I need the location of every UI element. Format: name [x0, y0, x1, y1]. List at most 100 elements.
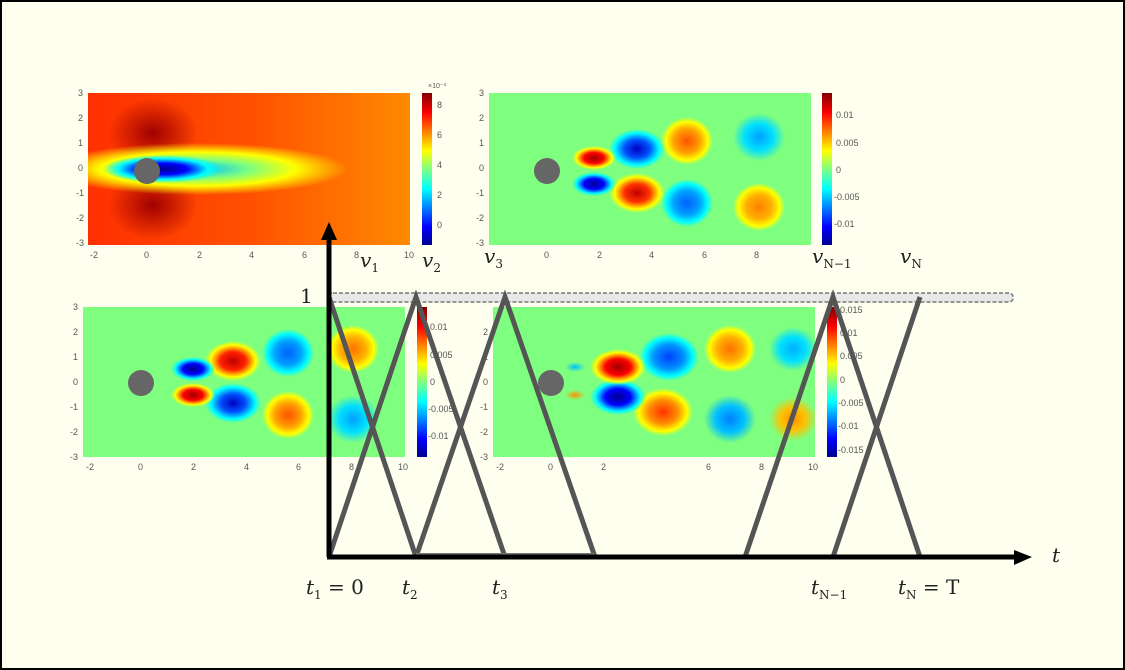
- colorbar-tick: -0.01: [838, 421, 859, 431]
- y-tick: 3: [73, 302, 79, 312]
- y-tick: 1: [78, 138, 84, 148]
- y-tick: -1: [76, 188, 85, 198]
- heatmap-mode-top-right: [489, 93, 811, 245]
- colorbar-tick: 0.01: [840, 328, 858, 338]
- y-tick: -2: [480, 427, 489, 437]
- y-tick: -1: [70, 402, 79, 412]
- plot-mean-flow: ×10⁻³ 8 6 4 2 0 3 2 1 0 -1 -2 -3 -2 0 2 …: [60, 83, 460, 268]
- colorbar-tick: 0: [836, 165, 842, 175]
- colorbar-tick: -0.005: [428, 404, 454, 414]
- colorbar-tick: -0.015: [838, 445, 864, 455]
- time-node-tN-1: tN−1: [811, 575, 848, 602]
- x-tick: 8: [354, 250, 360, 260]
- plot-mode-bottom-right: 0.015 0.01 0.005 0 -0.005 -0.01 -0.015 2…: [470, 300, 870, 480]
- x-tick: 6: [302, 250, 308, 260]
- x-tick: 0: [138, 462, 144, 472]
- x-tick: 10: [808, 462, 819, 472]
- time-axis-label: t: [1052, 543, 1061, 567]
- y-tick: 2: [479, 113, 485, 123]
- x-tick: 10: [404, 250, 415, 260]
- colorbar-tick: 4: [437, 160, 443, 170]
- basis-label-vN-1: vN−1: [812, 244, 852, 271]
- plot-mode-top-right: 0.01 0.005 0 -0.005 -0.01 3 2 1 0 -1 -2 …: [470, 88, 870, 268]
- x-tick: 0: [544, 250, 550, 260]
- colorbar: [822, 93, 832, 245]
- cylinder-icon: [128, 370, 154, 396]
- hat-v2: [326, 289, 508, 558]
- colorbar: [827, 307, 837, 457]
- y-tick: 2: [78, 113, 84, 123]
- colorbar-tick: 0: [430, 377, 436, 387]
- x-tick: -2: [90, 250, 99, 260]
- y-tick: 0: [78, 163, 84, 173]
- y-tick: 2: [73, 327, 79, 337]
- colorbar-tick: -0.005: [834, 192, 860, 202]
- colorbar: [422, 93, 432, 245]
- x-tick: 8: [759, 462, 765, 472]
- hat-v3: [413, 289, 598, 558]
- basis-label-v1: v1: [360, 248, 379, 275]
- x-tick: -2: [86, 462, 95, 472]
- x-tick: 4: [249, 250, 255, 260]
- time-node-t2: t2: [402, 575, 418, 602]
- y-tick: 0: [73, 377, 79, 387]
- colorbar-exponent: ×10⁻³: [428, 83, 446, 90]
- y-tick: -3: [476, 238, 485, 248]
- y-tick-one: 1: [300, 284, 313, 308]
- colorbar-tick: 2: [437, 190, 443, 200]
- colorbar-tick: 0.015: [840, 305, 863, 315]
- y-tick: -2: [476, 213, 485, 223]
- y-tick: -3: [70, 452, 79, 462]
- colorbar-tick: 0.01: [836, 110, 854, 120]
- y-tick: -1: [476, 188, 485, 198]
- y-tick: 0: [483, 377, 489, 387]
- y-tick: 3: [78, 88, 84, 98]
- y-tick: -2: [70, 427, 79, 437]
- x-tick: 2: [191, 462, 197, 472]
- x-tick: 6: [296, 462, 302, 472]
- x-tick: 4: [649, 250, 655, 260]
- x-tick: 0: [548, 462, 554, 472]
- basis-label-v2: v2: [422, 248, 441, 275]
- colorbar-tick: 0.005: [836, 138, 859, 148]
- colorbar-tick: -0.01: [428, 431, 449, 441]
- heatmap-mode-bottom-left: [83, 307, 405, 457]
- colorbar-tick: 6: [437, 130, 443, 140]
- y-tick: -3: [480, 452, 489, 462]
- y-tick: -1: [480, 402, 489, 412]
- basis-label-vN: vN: [900, 244, 922, 271]
- y-tick: 1: [479, 138, 485, 148]
- cylinder-icon: [534, 158, 560, 184]
- colorbar-tick: -0.005: [838, 398, 864, 408]
- x-tick: 8: [349, 462, 355, 472]
- x-tick: 10: [398, 462, 409, 472]
- hat-functions: [326, 289, 923, 558]
- vertical-axis-arrow-icon: [321, 222, 337, 240]
- x-tick: 4: [244, 462, 250, 472]
- x-tick: 6: [702, 250, 708, 260]
- y-tick: -2: [76, 213, 85, 223]
- colorbar: [417, 307, 427, 457]
- plot-mode-bottom-left: 0.01 0.005 0 -0.005 -0.01 3 2 1 0 -1 -2 …: [60, 300, 460, 480]
- time-node-t3: t3: [492, 575, 508, 602]
- x-tick: 2: [601, 462, 607, 472]
- x-tick: 2: [597, 250, 603, 260]
- colorbar-tick: 8: [437, 100, 443, 110]
- y-tick: 3: [479, 88, 485, 98]
- x-tick: 6: [706, 462, 712, 472]
- time-axis-arrow-icon: [1014, 550, 1032, 565]
- basis-label-v3: v3: [484, 244, 503, 271]
- unit-level-line: [328, 292, 1014, 303]
- y-tick: 0: [479, 163, 485, 173]
- colorbar-tick: 0.01: [430, 322, 448, 332]
- heatmap-mode-bottom-right: [493, 307, 815, 457]
- colorbar-tick: -0.01: [834, 219, 855, 229]
- colorbar-tick: 0.005: [430, 350, 453, 360]
- x-tick: 8: [754, 250, 760, 260]
- time-node-tN: tN = T: [898, 575, 960, 602]
- y-tick: 1: [73, 352, 79, 362]
- time-node-t1: t1 = 0: [306, 575, 364, 602]
- hat-vN-1: [742, 289, 923, 558]
- x-tick: -2: [496, 462, 505, 472]
- cylinder-icon: [538, 370, 564, 396]
